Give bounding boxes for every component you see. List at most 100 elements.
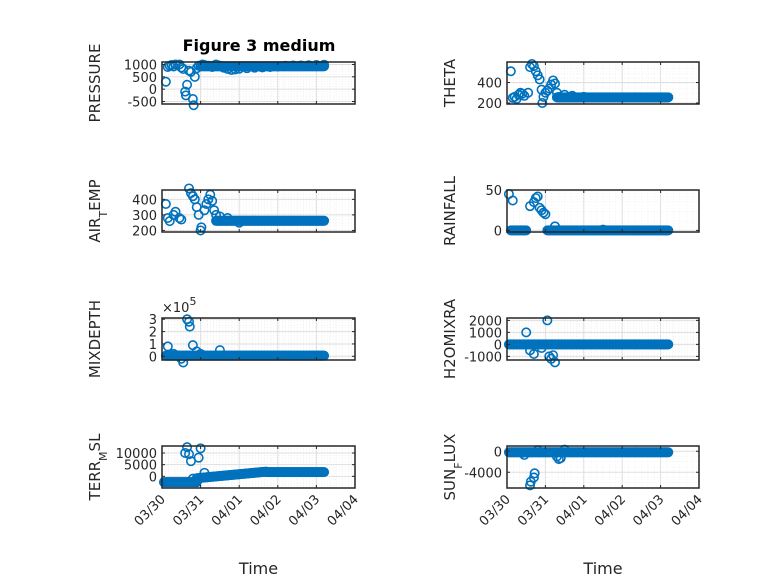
x-tick-label: 03/30 bbox=[477, 492, 514, 529]
y-tick-label: 1000 bbox=[469, 326, 502, 341]
y-tick-label: 300 bbox=[132, 209, 157, 224]
y-tick-label: 1000 bbox=[124, 58, 157, 73]
y-tick-label: 400 bbox=[132, 193, 157, 208]
data-point bbox=[230, 64, 241, 75]
y-tick-label: 200 bbox=[477, 97, 502, 112]
subplot-sun-flux: -4000 0 SUNFLUX 03/30 03/31 04/01 04/02 04/03 04… bbox=[441, 434, 706, 578]
data-point bbox=[549, 221, 560, 232]
data-point bbox=[507, 195, 518, 206]
data-point bbox=[663, 92, 674, 103]
data-point bbox=[319, 59, 330, 70]
x-tick-label: 04/03 bbox=[630, 492, 667, 529]
y-tick-label: 400 bbox=[477, 76, 502, 91]
data-point bbox=[540, 209, 551, 220]
data-point bbox=[176, 214, 187, 225]
axes-box bbox=[506, 189, 700, 233]
data-point bbox=[174, 213, 185, 224]
data-point bbox=[549, 357, 560, 368]
data-point bbox=[536, 342, 547, 353]
axes-box bbox=[506, 317, 700, 361]
data-point bbox=[222, 213, 233, 224]
data-point bbox=[168, 348, 179, 359]
y-tick-label: 5000 bbox=[124, 459, 157, 474]
x-tick-label: 04/01 bbox=[554, 492, 591, 529]
data-point bbox=[180, 86, 191, 97]
data-point bbox=[523, 87, 534, 98]
data-point bbox=[528, 348, 539, 359]
y-tick-label: -1000 bbox=[464, 350, 502, 365]
axes-box bbox=[161, 317, 356, 361]
data-point bbox=[542, 315, 553, 326]
y-tick-label: 200 bbox=[132, 224, 157, 239]
x-tick-label: 04/02 bbox=[248, 492, 285, 529]
subplot-rainfall: 0 50 RAINFALL bbox=[441, 175, 700, 246]
x-tick-label: 03/30 bbox=[132, 492, 169, 529]
data-point bbox=[162, 341, 173, 352]
y-tick-label: 0 bbox=[494, 338, 502, 353]
axes-box bbox=[161, 189, 356, 233]
data-point bbox=[525, 480, 536, 491]
y-axis-label: TERRMSL bbox=[86, 433, 110, 502]
data-point bbox=[538, 207, 549, 218]
data-point bbox=[553, 91, 564, 102]
data-point bbox=[555, 453, 566, 464]
y-tick-label: 0 bbox=[149, 83, 157, 98]
x-tick-label: 04/01 bbox=[209, 492, 246, 529]
y-axis-label: AIRTEMP bbox=[86, 179, 110, 242]
axes-box bbox=[506, 445, 700, 489]
y-tick-label: 2000 bbox=[469, 314, 502, 329]
y-tick-label: 0 bbox=[494, 445, 502, 460]
figure-title: Figure 3 medium bbox=[183, 36, 336, 55]
data-point bbox=[549, 78, 560, 89]
x-tick-label: 04/04 bbox=[325, 492, 362, 529]
y-axis-label: PRESSURE bbox=[86, 44, 104, 123]
axes-box bbox=[506, 61, 700, 105]
data-point bbox=[567, 90, 578, 101]
data-point bbox=[529, 468, 540, 479]
y-axis-label: SUNFLUX bbox=[441, 434, 465, 501]
data-point bbox=[193, 452, 204, 463]
data-point bbox=[517, 88, 528, 99]
data-point bbox=[537, 97, 548, 108]
data-point bbox=[663, 339, 674, 350]
y-tick-label: 0 bbox=[149, 350, 157, 365]
data-point bbox=[191, 477, 202, 488]
data-point bbox=[199, 467, 210, 478]
y-axis-label: THETA bbox=[441, 58, 459, 108]
y-tick-label: -500 bbox=[127, 96, 157, 111]
y-tick-label: 50 bbox=[485, 184, 502, 199]
data-point bbox=[234, 217, 245, 228]
data-point bbox=[195, 443, 206, 454]
data-point bbox=[207, 195, 218, 206]
x-axis-label: Time bbox=[582, 559, 622, 578]
data-point bbox=[184, 321, 195, 332]
axes-box bbox=[161, 61, 356, 105]
data-point bbox=[663, 225, 674, 236]
y-axis-label: H2OMIXRA bbox=[441, 298, 459, 379]
data-point bbox=[209, 205, 220, 216]
data-point bbox=[184, 183, 195, 194]
y-tick-label: 500 bbox=[132, 71, 157, 86]
y-tick-label: 1 bbox=[149, 338, 157, 353]
y-exponent-label: ×105 bbox=[162, 295, 196, 316]
axes-box bbox=[161, 445, 356, 489]
data-point bbox=[170, 59, 181, 70]
data-point bbox=[663, 447, 674, 458]
y-tick-label: 0 bbox=[494, 224, 502, 239]
y-tick-label: 2 bbox=[149, 326, 157, 341]
y-axis-label: MIXDEPTH bbox=[86, 300, 104, 378]
data-point bbox=[178, 357, 189, 368]
data-point bbox=[184, 449, 195, 460]
y-tick-label: 0 bbox=[149, 470, 157, 485]
x-tick-label: 03/31 bbox=[515, 492, 552, 529]
data-point bbox=[534, 74, 545, 85]
subplot-theta: 200 400 THETA bbox=[441, 58, 700, 112]
x-tick-label: 04/03 bbox=[286, 492, 323, 529]
y-tick-label: 10000 bbox=[116, 447, 157, 462]
x-tick-label: 04/04 bbox=[669, 492, 706, 529]
data-point bbox=[182, 79, 193, 90]
